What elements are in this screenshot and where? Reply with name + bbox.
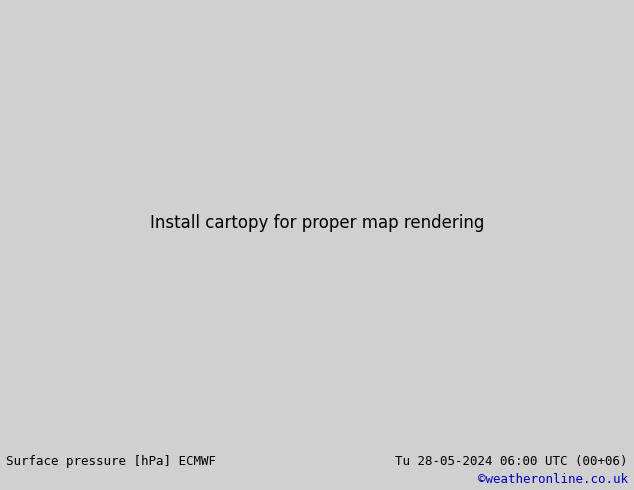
Text: Surface pressure [hPa] ECMWF: Surface pressure [hPa] ECMWF: [6, 455, 216, 468]
Text: Install cartopy for proper map rendering: Install cartopy for proper map rendering: [150, 214, 484, 232]
Text: Tu 28-05-2024 06:00 UTC (00+06): Tu 28-05-2024 06:00 UTC (00+06): [395, 455, 628, 468]
Text: ©weatheronline.co.uk: ©weatheronline.co.uk: [477, 472, 628, 486]
